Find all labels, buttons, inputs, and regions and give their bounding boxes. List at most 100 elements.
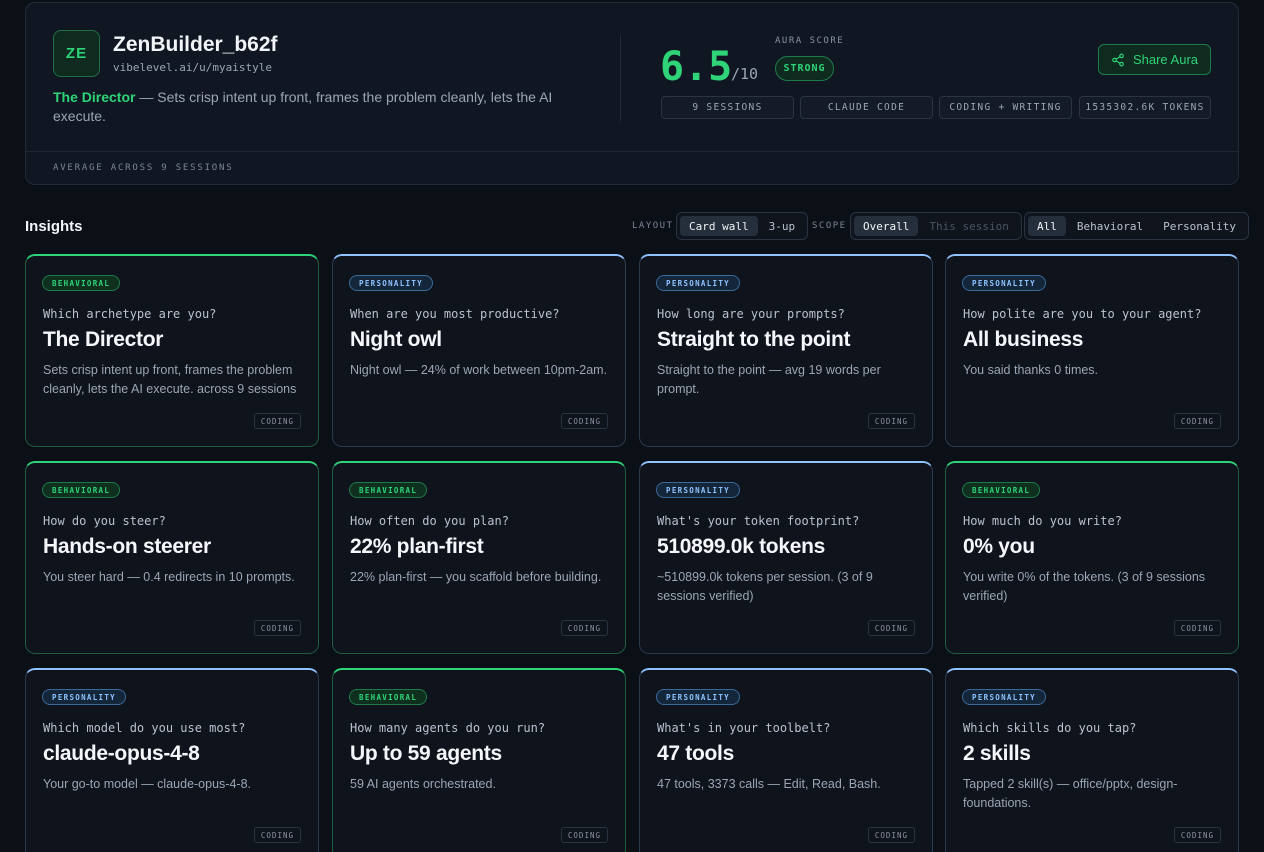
filter-option-personality[interactable]: Personality <box>1163 219 1236 233</box>
card-answer: All business <box>963 328 1084 351</box>
card-category-badge: BEHAVIORAL <box>962 482 1041 498</box>
stat-chip-tool: CLAUDE CODE <box>800 96 933 119</box>
insights-title: Insights <box>25 218 83 235</box>
scope-option-overall[interactable]: Overall <box>854 216 919 236</box>
card-question: What's in your toolbelt? <box>657 721 831 735</box>
layout-label: LAYOUT <box>632 221 674 231</box>
insight-card[interactable]: BEHAVIORAL How often do you plan? 22% pl… <box>332 461 626 654</box>
insight-card[interactable]: BEHAVIORAL How much do you write? 0% you… <box>945 461 1239 654</box>
card-answer: claude-opus-4-8 <box>43 742 200 765</box>
profile-header: ZE ZenBuilder_b62f vibelevel.ai/u/myaist… <box>25 2 1239 185</box>
archetype-description: — Sets crisp intent up front, frames the… <box>53 89 553 124</box>
stat-chip-tokens: 1535302.6K TOKENS <box>1079 96 1211 119</box>
card-answer: 47 tools <box>657 742 734 765</box>
layout-option-card-wall[interactable]: Card wall <box>680 216 758 236</box>
card-domain-tag: CODING <box>867 827 915 843</box>
card-category-badge: BEHAVIORAL <box>349 689 428 705</box>
insight-card[interactable]: BEHAVIORAL How many agents do you run? U… <box>332 668 626 852</box>
layout-toggle: Card wall 3-up <box>676 212 809 240</box>
filter-option-all[interactable]: All <box>1028 216 1066 236</box>
insight-card[interactable]: PERSONALITY When are you most productive… <box>332 254 626 447</box>
insight-card[interactable]: PERSONALITY Which model do you use most?… <box>25 668 319 852</box>
card-detail: 47 tools, 3373 calls — Edit, Read, Bash. <box>657 777 881 791</box>
card-detail: 59 AI agents orchestrated. <box>350 777 496 791</box>
card-domain-tag: CODING <box>1173 413 1221 429</box>
layout-option-3up[interactable]: 3-up <box>768 219 796 233</box>
card-question: Which skills do you tap? <box>963 721 1137 735</box>
card-detail: You said thanks 0 times. <box>963 363 1099 377</box>
card-question: When are you most productive? <box>350 307 560 321</box>
card-answer: Up to 59 agents <box>350 742 502 765</box>
card-detail: Straight to the point — avg 19 words per… <box>657 363 881 396</box>
card-domain-tag: CODING <box>867 620 915 636</box>
card-answer: The Director <box>43 328 164 351</box>
card-category-badge: PERSONALITY <box>962 275 1046 291</box>
card-answer: 22% plan-first <box>350 535 484 558</box>
card-question: How much do you write? <box>963 514 1122 528</box>
share-icon <box>1112 53 1124 66</box>
share-aura-button[interactable]: Share Aura <box>1098 44 1211 75</box>
card-domain-tag: CODING <box>253 620 301 636</box>
aura-rating-badge: STRONG <box>775 56 834 81</box>
insight-card[interactable]: PERSONALITY Which skills do you tap? 2 s… <box>945 668 1239 852</box>
card-answer: 2 skills <box>963 742 1031 765</box>
insight-card[interactable]: PERSONALITY How long are your prompts? S… <box>639 254 933 447</box>
insight-card[interactable]: BEHAVIORAL Which archetype are you? The … <box>25 254 319 447</box>
insight-card[interactable]: BEHAVIORAL How do you steer? Hands-on st… <box>25 461 319 654</box>
card-question: What's your token footprint? <box>657 514 860 528</box>
card-question: Which archetype are you? <box>43 307 217 321</box>
header-divider <box>620 35 621 121</box>
card-category-badge: PERSONALITY <box>962 689 1046 705</box>
aura-score-value: 6.5 <box>660 44 733 90</box>
scope-toggle: Overall This session <box>850 212 1022 240</box>
card-detail: Your go-to model — claude-opus-4-8. <box>43 777 251 791</box>
card-category-badge: BEHAVIORAL <box>42 275 121 291</box>
card-question: How many agents do you run? <box>350 721 546 735</box>
category-filter: All Behavioral Personality <box>1024 212 1249 240</box>
card-answer: 0% you <box>963 535 1035 558</box>
card-answer: Straight to the point <box>657 328 851 351</box>
card-question: Which model do you use most? <box>43 721 246 735</box>
card-detail: 22% plan-first — you scaffold before bui… <box>350 570 602 584</box>
insight-card[interactable]: PERSONALITY What's your token footprint?… <box>639 461 933 654</box>
archetype-tagline: The Director — Sets crisp intent up fron… <box>53 88 573 126</box>
card-domain-tag: CODING <box>1173 827 1221 843</box>
username: ZenBuilder_b62f <box>113 33 278 56</box>
stat-chip-sessions: 9 SESSIONS <box>661 96 794 119</box>
card-detail: ~510899.0k tokens per session. (3 of 9 s… <box>657 570 873 603</box>
archetype-name: The Director <box>53 89 136 105</box>
card-domain-tag: CODING <box>1173 620 1221 636</box>
card-category-badge: BEHAVIORAL <box>42 482 121 498</box>
card-domain-tag: CODING <box>560 413 608 429</box>
filter-option-behavioral[interactable]: Behavioral <box>1076 219 1144 233</box>
card-question: How do you steer? <box>43 514 166 528</box>
card-category-badge: PERSONALITY <box>656 482 740 498</box>
insight-card[interactable]: PERSONALITY What's in your toolbelt? 47 … <box>639 668 933 852</box>
share-aura-label: Share Aura <box>1132 52 1199 67</box>
card-answer: 510899.0k tokens <box>657 535 825 558</box>
card-category-badge: PERSONALITY <box>349 275 433 291</box>
card-domain-tag: CODING <box>560 620 608 636</box>
avatar: ZE <box>53 30 100 77</box>
card-detail: Sets crisp intent up front, frames the p… <box>43 363 297 396</box>
card-category-badge: PERSONALITY <box>656 689 740 705</box>
profile-url[interactable]: vibelevel.ai/u/myaistyle <box>113 61 272 74</box>
aura-score-label: AURA SCORE <box>775 36 845 46</box>
card-domain-tag: CODING <box>253 827 301 843</box>
card-answer: Hands-on steerer <box>43 535 211 558</box>
card-category-badge: PERSONALITY <box>656 275 740 291</box>
average-label: AVERAGE ACROSS 9 SESSIONS <box>53 163 234 173</box>
insight-card[interactable]: PERSONALITY How polite are you to your a… <box>945 254 1239 447</box>
header-bottom-divider <box>26 151 1238 152</box>
card-domain-tag: CODING <box>560 827 608 843</box>
card-category-badge: PERSONALITY <box>42 689 126 705</box>
card-answer: Night owl <box>350 328 442 351</box>
stat-chip-domains: CODING + WRITING <box>939 96 1072 119</box>
card-question: How polite are you to your agent? <box>963 307 1202 321</box>
card-detail: You write 0% of the tokens. (3 of 9 sess… <box>963 570 1206 603</box>
scope-option-this-session[interactable]: This session <box>929 219 1009 233</box>
card-question: How often do you plan? <box>350 514 509 528</box>
card-domain-tag: CODING <box>253 413 301 429</box>
card-detail: You steer hard — 0.4 redirects in 10 pro… <box>43 570 295 584</box>
card-domain-tag: CODING <box>867 413 915 429</box>
